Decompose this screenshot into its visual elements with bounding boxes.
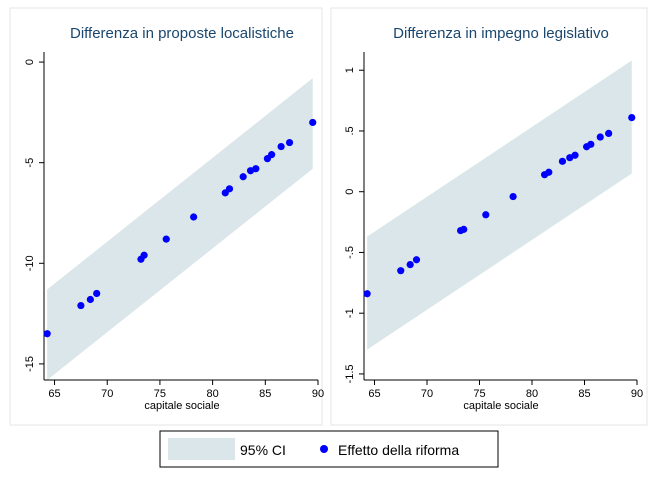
legend: 95% CI Effetto della riforma <box>159 430 499 468</box>
plot-right: 65 70 75 80 85 90 1 .5 0 -.5 -1 -1.5 <box>344 52 643 400</box>
x-tick-label: 75 <box>473 388 485 400</box>
data-point <box>482 211 490 219</box>
chart-title-left: Differenza in proposte localistiche <box>70 25 294 42</box>
y-tick-label: -15 <box>24 356 36 372</box>
y-tick-label: .5 <box>344 126 356 135</box>
data-point <box>363 290 371 298</box>
legend-dot-marker <box>320 445 328 453</box>
data-point <box>406 260 414 269</box>
y-tick-label: -10 <box>24 255 36 271</box>
legend-ci-label: 95% CI <box>240 442 286 458</box>
y-tick-label: 1 <box>344 67 356 73</box>
y-tick-label: 0 <box>344 189 356 195</box>
data-point <box>605 129 613 137</box>
y-tick-label: -1.5 <box>344 364 356 383</box>
x-tick-label: 65 <box>48 388 60 400</box>
data-point <box>277 142 285 151</box>
ci-band <box>47 78 313 380</box>
x-tick-label: 85 <box>578 388 590 400</box>
data-point <box>43 330 51 338</box>
x-tick-label: 80 <box>526 388 538 400</box>
data-point <box>285 138 294 147</box>
x-tick-label: 70 <box>421 388 433 400</box>
y-tick-label: -.5 <box>344 246 356 259</box>
data-point <box>596 133 604 141</box>
plot-left: 65 70 75 80 85 90 0 -5 -10 -15 <box>24 52 324 400</box>
data-point <box>571 151 579 159</box>
y-tick-label: 0 <box>24 59 36 65</box>
data-point <box>162 235 170 243</box>
data-point <box>77 301 85 310</box>
x-tick-label: 90 <box>312 388 324 400</box>
data-point <box>239 173 247 181</box>
data-point <box>587 140 595 148</box>
data-point <box>545 168 553 176</box>
x-tick-label: 70 <box>101 388 113 400</box>
data-point <box>190 213 198 221</box>
x-tick-label: 75 <box>154 388 166 400</box>
data-point <box>558 157 567 165</box>
x-axis-label-left: capitale sociale <box>144 400 219 412</box>
data-point <box>309 118 317 127</box>
data-point <box>460 225 468 233</box>
x-axis-label-right: capitale sociale <box>463 400 538 412</box>
data-point <box>252 165 260 173</box>
data-point <box>509 192 517 201</box>
data-point <box>268 151 276 159</box>
data-point <box>140 251 148 259</box>
x-tick-label: 85 <box>259 388 271 400</box>
ci-band <box>367 60 632 350</box>
x-tick-label: 90 <box>631 388 643 400</box>
data-point <box>397 267 405 275</box>
legend-effect-label: Effetto della riforma <box>338 442 459 458</box>
legend-ci-swatch <box>168 438 235 460</box>
x-tick-label: 80 <box>206 388 218 400</box>
data-point <box>86 295 94 304</box>
data-point <box>93 289 101 298</box>
chart-title-right: Differenza in impegno legislativo <box>393 25 609 42</box>
data-point <box>225 185 234 193</box>
y-tick-label: -1 <box>344 308 356 318</box>
data-point <box>412 256 421 264</box>
y-tick-label: -5 <box>24 158 36 168</box>
data-point <box>628 114 636 122</box>
x-tick-label: 65 <box>368 388 380 400</box>
